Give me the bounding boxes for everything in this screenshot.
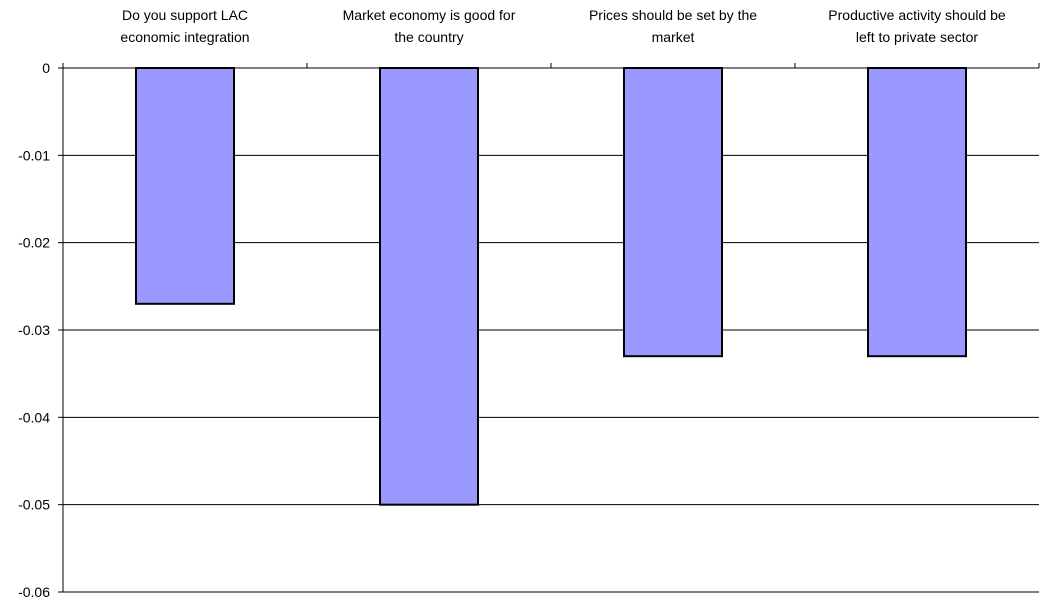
y-tick-label: -0.04: [18, 409, 50, 425]
y-tick-label: -0.05: [18, 497, 50, 513]
y-tick-label: 0: [42, 60, 50, 76]
axes: [58, 63, 1040, 593]
x-tick-labels: Do you support LAC economic integration Ma…: [120, 7, 1006, 45]
x-tick-label: left to private sector: [856, 29, 979, 45]
x-tick-label: Do you support LAC: [122, 7, 248, 23]
bars: [135, 67, 967, 506]
y-tick-label: -0.06: [18, 584, 50, 600]
y-tick-label: -0.01: [18, 147, 50, 163]
bar: [623, 67, 723, 358]
bar: [379, 67, 479, 506]
x-tick-label: Prices should be set by the: [589, 7, 757, 23]
bar: [867, 67, 967, 358]
bar: [135, 67, 235, 305]
y-tick-label: -0.02: [18, 235, 50, 251]
y-tick-labels: 0 -0.01 -0.02 -0.03 -0.04 -0.05 -0.06: [18, 60, 50, 600]
x-tick-label: market: [652, 29, 695, 45]
x-tick-label: economic integration: [120, 29, 249, 45]
y-tick-label: -0.03: [18, 322, 50, 338]
x-tick-label: Market economy is good for: [343, 7, 516, 23]
x-tick-label: Productive activity should be: [828, 7, 1006, 23]
x-tick-label: the country: [394, 29, 463, 45]
